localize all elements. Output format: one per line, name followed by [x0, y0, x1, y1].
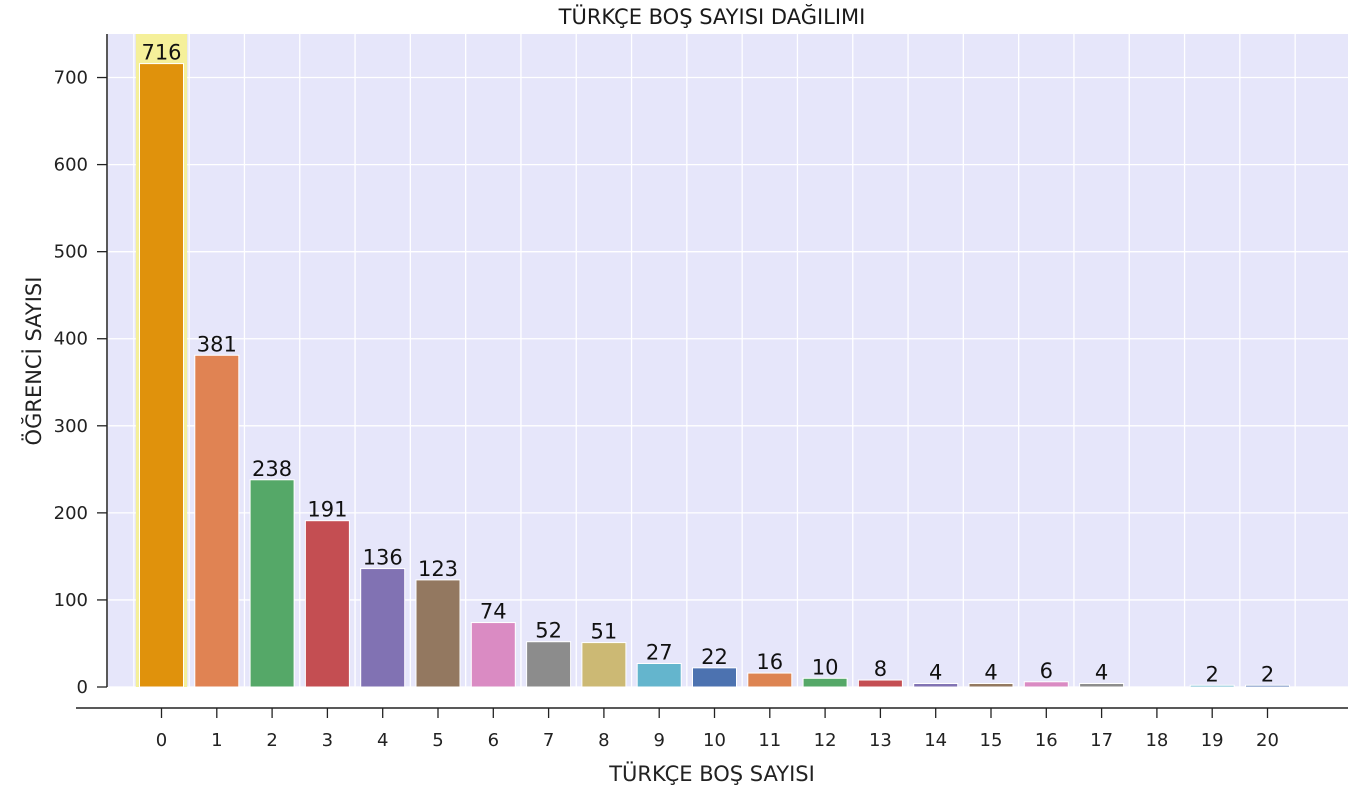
- y-tick-label: 600: [54, 155, 88, 176]
- bar-3: [304, 520, 350, 688]
- chart-title: TÜRKÇE BOŞ SAYISI DAĞILIMI: [558, 4, 866, 29]
- x-tick-label: 19: [1201, 730, 1224, 751]
- data-label-3: 191: [307, 498, 347, 522]
- x-tick-label: 9: [653, 730, 664, 751]
- x-tick-label: 11: [758, 730, 781, 751]
- y-tick-label: 400: [54, 329, 88, 350]
- data-label-13: 8: [874, 657, 887, 681]
- bar-13: [857, 679, 903, 688]
- y-tick-label: 200: [54, 503, 88, 524]
- x-tick-label: 3: [322, 730, 333, 751]
- bar-11: [747, 672, 793, 688]
- x-tick-label: 14: [924, 730, 947, 751]
- y-tick-label: 700: [54, 68, 88, 89]
- x-tick-label: 1: [211, 730, 222, 751]
- bar-9: [636, 662, 682, 688]
- bar-2: [249, 479, 295, 688]
- y-tick-label: 100: [54, 590, 88, 611]
- data-label-8: 51: [591, 620, 618, 644]
- x-tick-label: 4: [377, 730, 388, 751]
- y-tick-label: 500: [54, 242, 88, 263]
- x-tick-label: 5: [432, 730, 443, 751]
- bar-0: [139, 63, 184, 688]
- bar-6: [470, 622, 516, 688]
- bar-4: [360, 568, 406, 688]
- x-tick-label: 13: [869, 730, 892, 751]
- x-tick-label: 0: [156, 730, 167, 751]
- bar-20: [1245, 684, 1290, 688]
- x-tick-label: 18: [1145, 730, 1168, 751]
- x-ticks: 0 1 2 3 4 5 6 7 8 9 10 11 12 13 14 15 16 17 18 19 20: [156, 708, 1279, 751]
- data-label-10: 22: [701, 645, 728, 669]
- y-tick-label: 300: [54, 416, 88, 437]
- bar-5: [415, 579, 461, 688]
- x-tick-label: 15: [980, 730, 1003, 751]
- bar-16: [1023, 681, 1069, 688]
- x-tick-label: 16: [1035, 730, 1058, 751]
- data-label-11: 16: [756, 650, 783, 674]
- x-tick-label: 12: [814, 730, 837, 751]
- x-tick-label: 20: [1256, 730, 1279, 751]
- x-tick-label: 6: [488, 730, 499, 751]
- data-label-0: 716: [141, 41, 181, 65]
- data-label-5: 123: [418, 557, 458, 581]
- data-label-14: 4: [929, 661, 942, 685]
- data-label-20: 2: [1261, 662, 1274, 686]
- data-label-2: 238: [252, 457, 292, 481]
- bar-17: [1079, 683, 1125, 688]
- data-label-12: 10: [812, 655, 839, 679]
- y-tick-label: 0: [77, 677, 88, 698]
- x-axis-label: TÜRKÇE BOŞ SAYISI: [608, 761, 815, 786]
- data-label-9: 27: [646, 640, 673, 664]
- data-label-4: 136: [363, 546, 403, 570]
- bar-12: [802, 677, 848, 688]
- bars: [139, 63, 1290, 688]
- bar-19: [1189, 684, 1235, 688]
- x-tick-label: 17: [1090, 730, 1113, 751]
- y-ticks: 0 100 200 300 400 500 600 700: [54, 68, 107, 698]
- data-label-19: 2: [1206, 662, 1219, 686]
- y-axis-label: ÖĞRENCİ SAYISI: [21, 277, 46, 446]
- bar-8: [581, 642, 627, 688]
- bar-1: [194, 354, 240, 688]
- x-tick-label: 10: [703, 730, 726, 751]
- x-tick-label: 8: [598, 730, 609, 751]
- bar-14: [913, 683, 959, 688]
- bar-7: [526, 641, 572, 688]
- data-label-6: 74: [480, 600, 507, 624]
- data-label-1: 381: [197, 332, 237, 356]
- data-label-15: 4: [984, 661, 997, 685]
- data-label-7: 52: [535, 619, 562, 643]
- bar-15: [968, 683, 1014, 688]
- data-label-17: 4: [1095, 661, 1108, 685]
- x-tick-label: 7: [543, 730, 554, 751]
- data-label-16: 6: [1040, 659, 1053, 683]
- x-tick-label: 2: [266, 730, 277, 751]
- bar-10: [692, 667, 737, 688]
